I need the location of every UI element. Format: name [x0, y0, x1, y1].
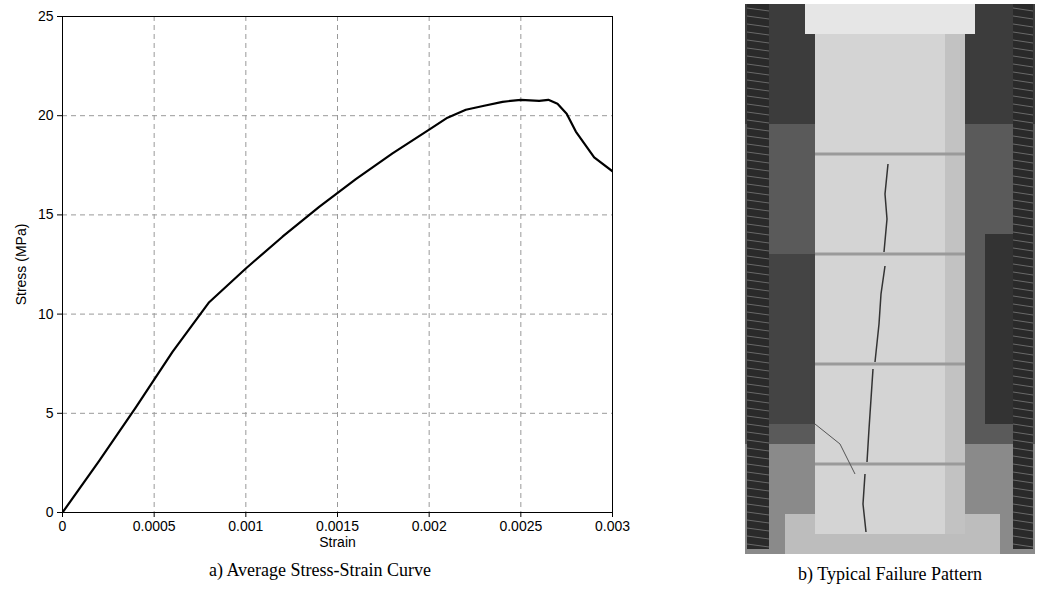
svg-text:20: 20 [38, 107, 54, 123]
svg-text:Stress (MPa): Stress (MPa) [13, 224, 29, 306]
svg-text:0.0015: 0.0015 [316, 518, 359, 534]
svg-text:0.001: 0.001 [228, 518, 263, 534]
svg-text:0: 0 [46, 504, 54, 520]
html-text:a) Average Stress-Strain Curve: a) Average Stress-Strain Curve [208, 560, 431, 580]
svg-text:0.002: 0.002 [412, 518, 447, 534]
svg-text:0.0005: 0.0005 [133, 518, 176, 534]
svg-text:10: 10 [38, 306, 54, 322]
svg-text:0: 0 [59, 518, 67, 534]
svg-text:0.003: 0.003 [595, 518, 630, 534]
svg-text:Strain: Strain [319, 534, 356, 550]
svg-text:0.0025: 0.0025 [499, 518, 542, 534]
svg-text:5: 5 [46, 405, 54, 421]
svg-text:15: 15 [38, 206, 54, 222]
svg-text:25: 25 [38, 8, 54, 24]
html-text:b) Typical Failure Pattern: b) Typical Failure Pattern [798, 564, 982, 584]
